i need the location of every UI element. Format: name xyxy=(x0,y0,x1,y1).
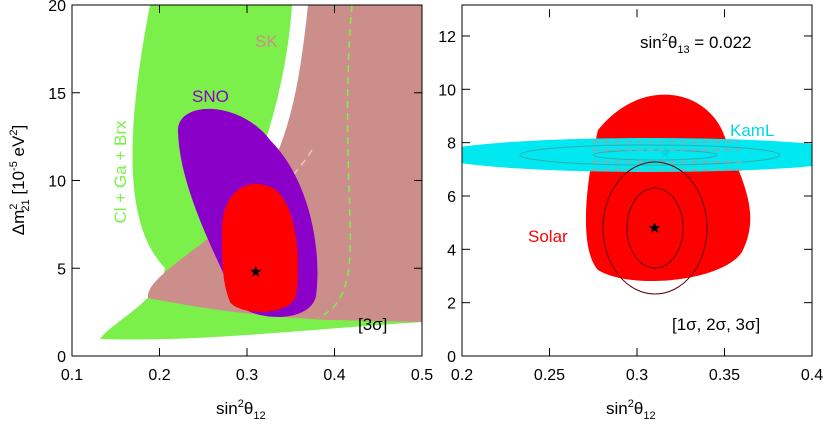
y-tick-label: 2 xyxy=(447,296,456,313)
annotation: SNO xyxy=(192,87,229,106)
y-tick-label: 8 xyxy=(447,136,456,153)
y-tick-label: 20 xyxy=(48,0,66,15)
best-fit-star xyxy=(648,222,661,233)
y-tick-label: 6 xyxy=(447,189,456,206)
contour-kaml xyxy=(519,144,781,166)
y-tick-label: 10 xyxy=(48,174,66,191)
x-tick-label: 0.4 xyxy=(323,367,345,384)
contour-solar xyxy=(626,187,684,269)
annotation: Cl + Ga + Brx xyxy=(111,120,130,223)
setting-label: sin2θ13 = 0.022 xyxy=(640,32,752,56)
x-tick-label: 0.3 xyxy=(236,367,258,384)
x-tick-label: 0.35 xyxy=(709,367,740,384)
annotation: [1σ, 2σ, 3σ] xyxy=(672,315,760,334)
region-solar xyxy=(222,183,298,312)
y-tick-label: 12 xyxy=(438,29,456,46)
x-tick-label: 0.5 xyxy=(411,367,433,384)
annotation: Solar xyxy=(528,227,568,246)
best-fit-star xyxy=(659,147,671,159)
y-axis-label: Δm221 [10-5 eV2] xyxy=(8,125,32,235)
region-kaml xyxy=(462,138,812,172)
x-tick-label: 0.1 xyxy=(61,367,83,384)
contour-kaml xyxy=(592,149,718,161)
region-cl-ga-brx xyxy=(100,5,422,340)
contour-kaml-dashed xyxy=(592,141,742,171)
x-tick-label: 0.2 xyxy=(148,367,170,384)
y-tick-label: 0 xyxy=(57,349,66,366)
x-tick-label: 0.25 xyxy=(534,367,565,384)
annotation: SK xyxy=(255,32,278,51)
x-tick-label: 0.3 xyxy=(626,367,648,384)
x-tick-label: 0.2 xyxy=(451,367,473,384)
x-axis-label: sin2θ12 xyxy=(216,398,266,422)
contour-green-dashed xyxy=(317,5,353,319)
left-regions xyxy=(100,5,422,340)
best-fit-star xyxy=(250,265,262,277)
y-tick-label: 5 xyxy=(57,261,66,278)
y-tick-label: 10 xyxy=(438,82,456,99)
contour-solar xyxy=(602,161,708,295)
annotation: [3σ] xyxy=(358,315,387,334)
x-tick-label: 0.4 xyxy=(801,367,823,384)
y-tick-label: 4 xyxy=(447,242,456,259)
y-tick-label: 15 xyxy=(48,86,66,103)
annotation: KamL xyxy=(730,121,774,140)
right-regions xyxy=(462,94,812,295)
x-axis-label: sin2θ12 xyxy=(606,398,656,422)
y-tick-label: 0 xyxy=(447,349,456,366)
region-solar xyxy=(585,94,751,282)
